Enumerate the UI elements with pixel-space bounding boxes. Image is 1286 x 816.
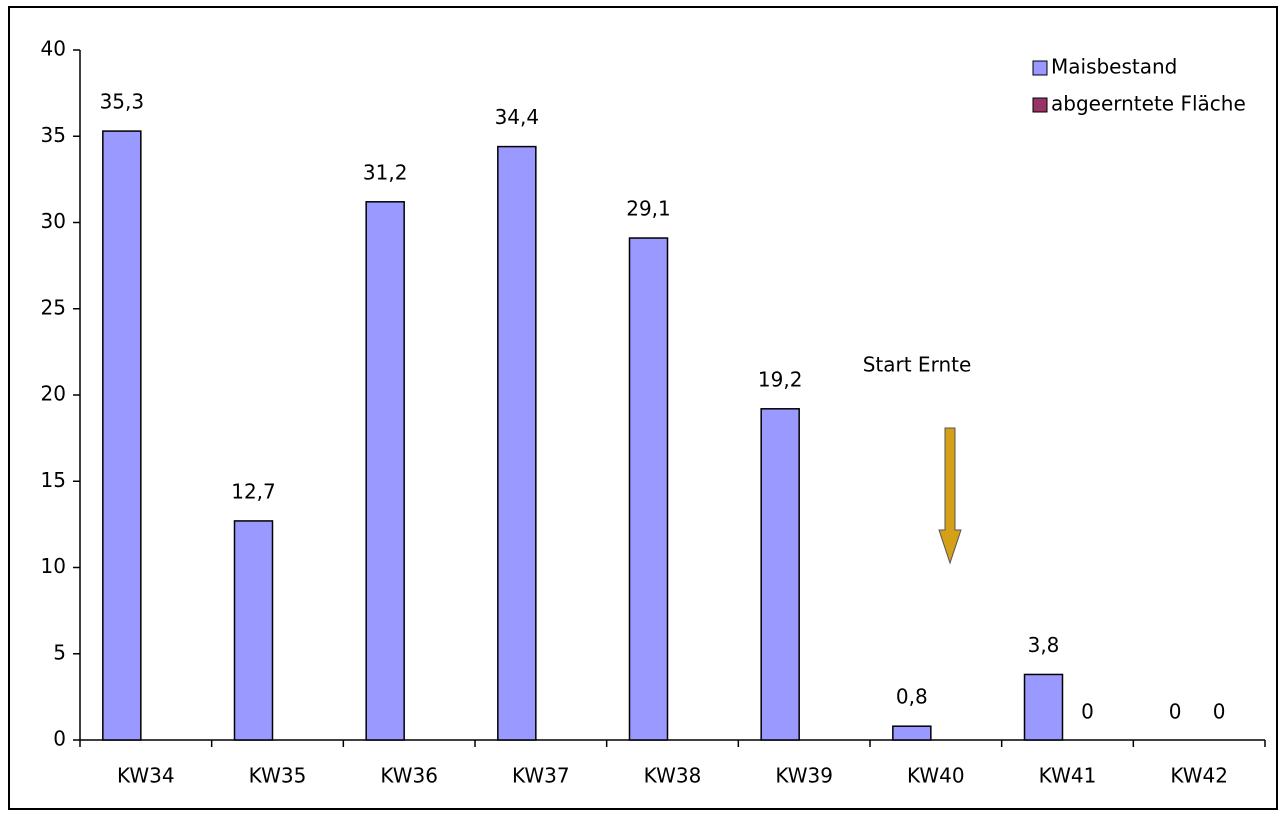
x-tick-label: KW41 <box>1039 764 1097 788</box>
y-tick-label: 0 <box>53 727 66 751</box>
x-tick-label: KW40 <box>907 764 965 788</box>
bar <box>892 725 932 741</box>
bar <box>497 145 537 741</box>
data-label: 19,2 <box>758 367 803 391</box>
data-label: 12,7 <box>231 479 276 503</box>
data-label: 34,4 <box>495 105 540 129</box>
arrow <box>938 427 962 565</box>
x-tick-label: KW35 <box>249 764 307 788</box>
bar <box>365 201 405 741</box>
x-tick-label: KW42 <box>1170 764 1228 788</box>
data-label: 0 <box>1081 700 1094 724</box>
bar <box>233 520 274 741</box>
x-tick-label: KW38 <box>644 764 702 788</box>
y-tick-label: 10 <box>41 554 66 578</box>
bar <box>1023 673 1064 741</box>
x-tick-label: KW39 <box>775 764 833 788</box>
y-tick-label: 30 <box>41 209 66 233</box>
legend-label: Maisbestand <box>1051 55 1177 79</box>
x-tick-label: KW37 <box>512 764 570 788</box>
x-tick-label: KW34 <box>117 764 175 788</box>
data-label: 35,3 <box>100 90 145 114</box>
y-tick-label: 25 <box>41 295 66 319</box>
y-tick-label: 20 <box>41 382 66 406</box>
data-label: 3,8 <box>1028 633 1060 657</box>
data-label: 31,2 <box>363 160 408 184</box>
bar <box>102 130 142 741</box>
data-label: 0 <box>1213 700 1226 724</box>
legend-label: abgeerntete Fläche <box>1051 92 1246 116</box>
data-label: 29,1 <box>626 197 671 221</box>
bar <box>760 408 800 741</box>
legend-swatch <box>1032 97 1048 113</box>
data-label: 0 <box>1169 700 1182 724</box>
annotation: Start Ernte <box>863 353 972 377</box>
y-tick-label: 40 <box>41 37 66 61</box>
x-tick-label: KW36 <box>380 764 438 788</box>
data-label: 0,8 <box>896 685 928 709</box>
bar <box>628 237 669 741</box>
y-tick-label: 5 <box>53 640 66 664</box>
y-tick-label: 15 <box>41 468 66 492</box>
y-tick-label: 35 <box>41 123 66 147</box>
legend-swatch <box>1032 60 1048 76</box>
